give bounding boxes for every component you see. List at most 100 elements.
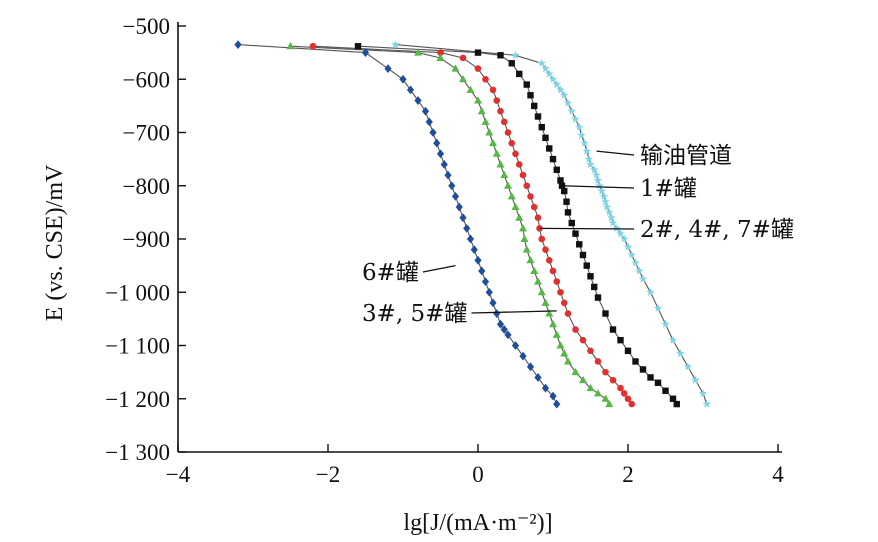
data-point [683,362,693,371]
data-point [661,319,670,328]
data-point [627,250,636,259]
data-point [577,130,586,139]
data-point [557,177,564,184]
data-point [545,309,554,317]
data-point [500,325,508,334]
x-tick-label: 0 [472,462,484,487]
data-point [482,75,489,83]
data-point [563,198,570,205]
data-point [459,213,467,223]
data-point [592,170,601,179]
data-point [635,266,644,275]
data-point [519,351,527,361]
data-point [560,90,569,99]
data-point [564,209,572,216]
annotation-label: 6#罐 [362,260,419,286]
data-point [548,74,558,83]
data-point [676,349,685,358]
data-point [474,96,482,104]
data-point [654,379,662,386]
data-point [429,128,437,137]
data-point [673,400,680,408]
data-point [599,192,609,200]
data-point [549,320,557,328]
data-point [286,42,295,50]
y-tick-label: −600 [123,67,170,92]
data-point [522,245,531,253]
data-point [496,160,505,168]
annotations: 输油管道 1#罐 2#, 4#, 7#罐 6#罐 3#, 5#罐 [362,143,794,327]
data-point [542,246,549,253]
data-point [624,395,632,403]
data-point [481,277,490,286]
data-point [560,349,569,357]
data-point [234,40,242,50]
series-line [290,45,610,405]
data-point [526,362,535,372]
annotation-leader [422,264,456,273]
data-point [542,134,549,142]
data-point [602,310,609,317]
data-point [466,85,475,93]
data-point [583,262,590,269]
data-point [563,98,573,107]
data-point [571,114,580,123]
data-point [560,299,568,307]
data-point [639,366,647,373]
data-point [594,389,602,397]
data-point [489,86,497,94]
data-point [451,64,460,72]
data-point [601,197,610,206]
data-point [556,341,565,349]
data-point [607,213,616,222]
data-point [568,219,575,227]
data-point [545,69,554,78]
data-point [433,138,441,148]
series-line [312,45,633,405]
data-point [662,387,669,394]
annotation-label: 3#, 5#罐 [362,301,467,327]
data-point [523,81,530,88]
data-point [668,335,678,344]
y-tick-label: −500 [123,14,170,39]
data-point [538,123,545,131]
data-point [496,319,505,329]
data-point [361,48,370,58]
y-tick-label: −1 200 [105,387,170,412]
data-point [414,96,422,105]
y-tick-label: −1 300 [105,440,170,465]
annotation-leader [539,227,635,230]
data-point [493,309,501,318]
series-lines [237,44,708,405]
data-point [523,182,531,190]
data-point [511,341,520,350]
data-point [519,224,527,232]
data-point [638,274,648,283]
y-tick-label: −1 000 [105,280,170,305]
data-point [564,310,572,317]
data-point [575,122,584,131]
data-point [561,187,568,195]
data-point [601,394,610,402]
data-point [549,155,557,163]
data-point [534,277,542,285]
data-point [586,383,595,392]
data-point [571,367,580,376]
data-point [520,234,529,242]
data-point [504,181,512,189]
data-point [492,149,501,157]
data-point [489,138,497,147]
data-point [691,375,700,384]
data-point [459,54,467,62]
data-point [534,113,542,120]
y-tick-label: −1 100 [105,334,170,359]
data-point [593,176,603,184]
data-point [620,234,629,243]
annotation-leader [596,150,635,156]
data-point [504,330,512,340]
data-point [512,150,519,158]
data-point [632,358,639,365]
data-point [474,255,482,265]
data-point [463,223,471,233]
data-point [444,170,452,180]
